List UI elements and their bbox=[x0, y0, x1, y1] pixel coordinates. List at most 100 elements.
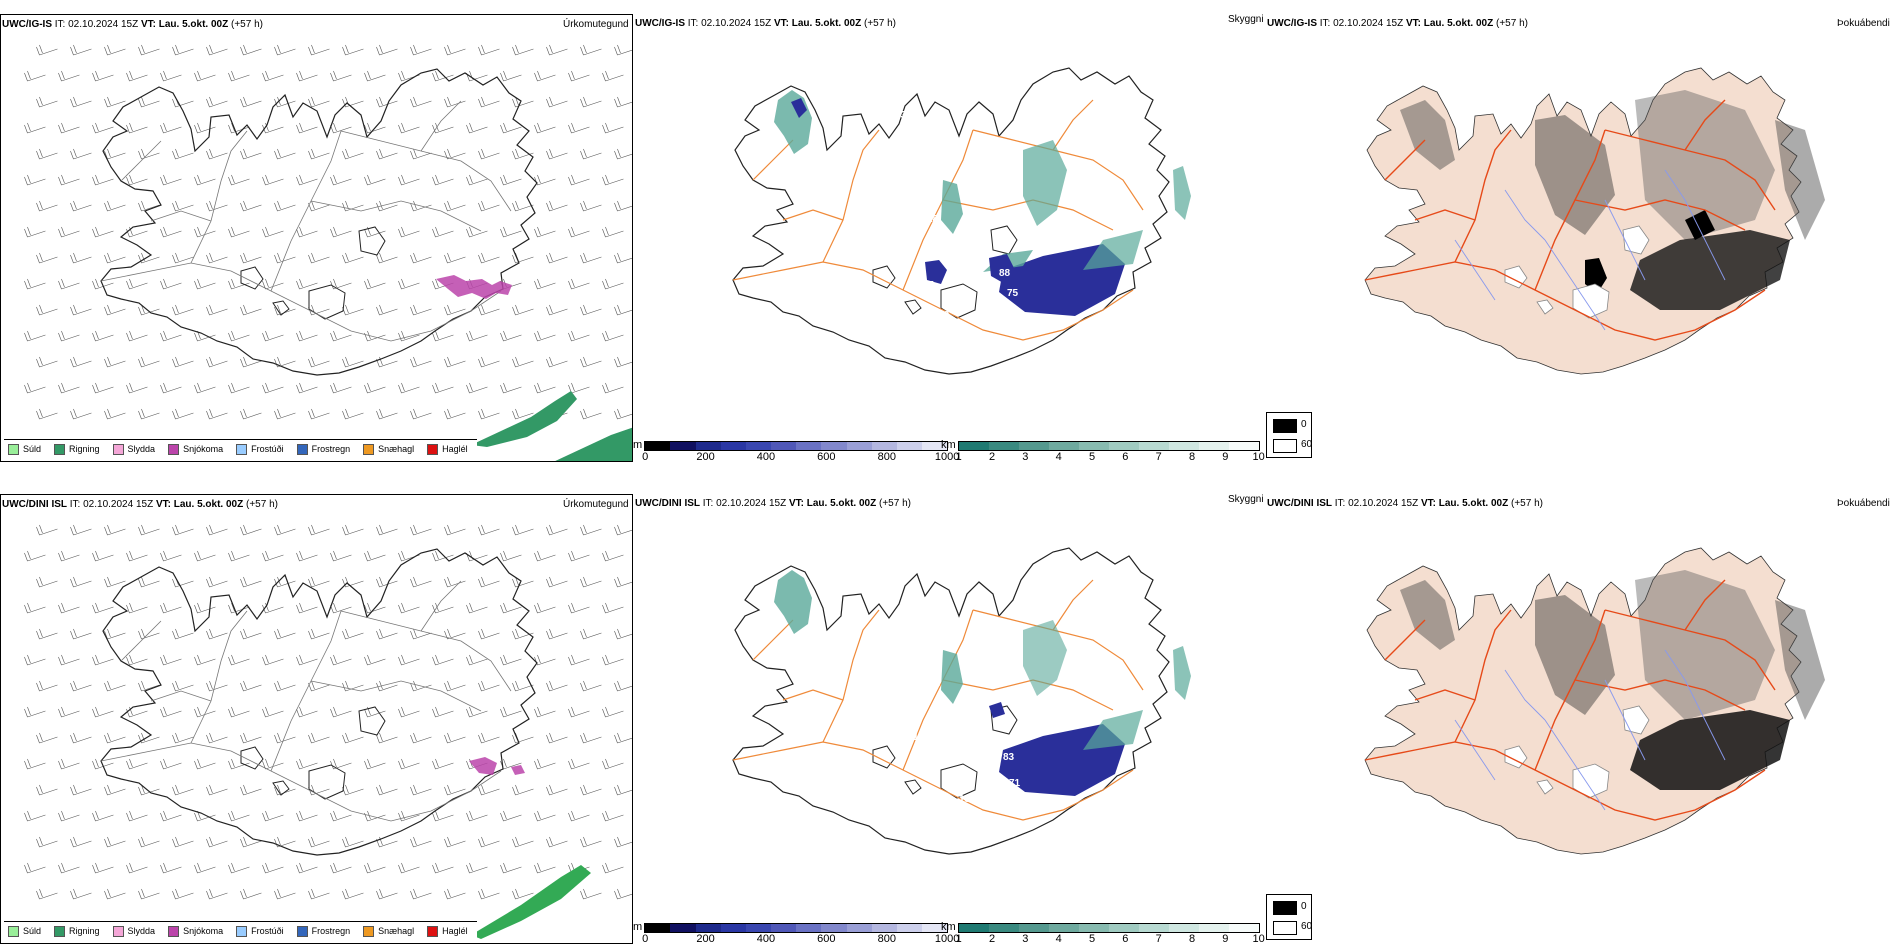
wind-barb-icon bbox=[398, 330, 420, 342]
colorbar-segment bbox=[988, 442, 1019, 450]
cloudbase-unit: m bbox=[633, 439, 643, 451]
wind-barb-icon bbox=[92, 330, 114, 342]
colorbar-tick-label: 9 bbox=[1222, 451, 1229, 462]
wind-barb-icon bbox=[206, 680, 228, 692]
wind-barb-icon bbox=[546, 304, 568, 316]
wind-barb-field bbox=[24, 524, 632, 900]
cloudbase-value-label: 126 bbox=[965, 808, 982, 819]
precip-legend-item: Frostregn bbox=[293, 925, 351, 937]
wind-barb-icon bbox=[70, 356, 92, 368]
wind-barb-icon bbox=[398, 122, 420, 134]
wind-barb-icon bbox=[138, 888, 160, 900]
wind-barb-icon bbox=[410, 148, 432, 160]
wind-barb-icon bbox=[364, 654, 386, 666]
cloudbase-value-label: 16 bbox=[923, 194, 935, 205]
wind-barb-icon bbox=[24, 330, 46, 342]
wind-barb-icon bbox=[296, 226, 318, 238]
colorbar-segment bbox=[1138, 442, 1169, 450]
colorbar-segment bbox=[695, 442, 721, 450]
colorbar-tick-label: 200 bbox=[696, 933, 715, 944]
wind-barb-icon bbox=[172, 732, 194, 744]
visibility-panel-title: Skyggni bbox=[1228, 494, 1264, 505]
wind-barb-icon bbox=[580, 200, 602, 212]
wind-barb-icon bbox=[534, 330, 556, 342]
wind-barb-icon bbox=[126, 654, 148, 666]
wind-barb-icon bbox=[36, 44, 58, 56]
colorbar-segment bbox=[922, 924, 948, 932]
colorbar-tick-label: 200 bbox=[696, 451, 715, 462]
wind-barb-icon bbox=[602, 70, 624, 82]
wind-barb-icon bbox=[172, 200, 194, 212]
wind-barb-icon bbox=[330, 810, 352, 822]
wind-barb-icon bbox=[534, 226, 556, 238]
wind-barb-icon bbox=[160, 654, 182, 666]
wind-barb-icon bbox=[160, 330, 182, 342]
wind-barb-icon bbox=[240, 836, 262, 848]
wind-barb-icon bbox=[92, 862, 114, 874]
wind-barb-icon bbox=[138, 628, 160, 640]
wind-barb-icon bbox=[398, 706, 420, 718]
wind-barb-icon bbox=[206, 524, 228, 536]
wind-barb-icon bbox=[500, 706, 522, 718]
wind-barb-icon bbox=[466, 382, 488, 394]
wind-barb-icon bbox=[262, 862, 284, 874]
wind-barb-icon bbox=[602, 602, 624, 614]
legend-swatch bbox=[236, 925, 248, 937]
wind-barb-icon bbox=[206, 252, 228, 264]
wind-barb-icon bbox=[172, 628, 194, 640]
colorbar-tick-label: 7 bbox=[1155, 451, 1162, 462]
wind-barb-icon bbox=[36, 784, 58, 796]
cloudbase-unit: m bbox=[633, 921, 643, 933]
wind-barb-icon bbox=[36, 408, 58, 420]
wind-barb-icon bbox=[228, 862, 250, 874]
wind-barb-icon bbox=[568, 602, 590, 614]
wind-barb-icon bbox=[138, 304, 160, 316]
wind-barb-icon bbox=[172, 524, 194, 536]
wind-barb-icon bbox=[614, 524, 632, 536]
legend-label: Frostregn bbox=[311, 926, 351, 936]
wind-barb-icon bbox=[432, 226, 454, 238]
wind-barb-icon bbox=[36, 356, 58, 368]
wind-barb-icon bbox=[296, 654, 318, 666]
wind-barb-icon bbox=[376, 732, 398, 744]
colorbar-segment bbox=[1048, 924, 1079, 932]
wind-barb-icon bbox=[466, 330, 488, 342]
fog-panel-title: Þokuábendi bbox=[1837, 18, 1890, 29]
colorbar-segment bbox=[645, 442, 671, 450]
wind-barb-icon bbox=[444, 408, 466, 420]
wind-barb-icon bbox=[410, 732, 432, 744]
wind-barb-icon bbox=[342, 356, 364, 368]
wind-barb-icon bbox=[580, 252, 602, 264]
wind-barb-icon bbox=[376, 576, 398, 588]
wind-barb-icon bbox=[342, 524, 364, 536]
wind-barb-icon bbox=[330, 550, 352, 562]
panel-header: UWC/DINI ISL IT: 02.10.2024 15Z VT: Lau.… bbox=[635, 498, 911, 509]
wind-barb-icon bbox=[398, 278, 420, 290]
wind-barb-icon bbox=[36, 304, 58, 316]
wind-barb-icon bbox=[342, 628, 364, 640]
wind-barb-icon bbox=[580, 888, 602, 900]
wind-barb-icon bbox=[500, 122, 522, 134]
wind-barb-icon bbox=[466, 122, 488, 134]
precip-legend-item: Súld bbox=[4, 443, 41, 455]
fog-map bbox=[1364, 67, 1825, 375]
wind-barb-icon bbox=[534, 550, 556, 562]
wind-barb-icon bbox=[342, 252, 364, 264]
wind-barb-icon bbox=[568, 70, 590, 82]
wind-barb-icon bbox=[104, 408, 126, 420]
wind-barb-icon bbox=[580, 732, 602, 744]
wind-barb-icon bbox=[614, 888, 632, 900]
wind-barb-icon bbox=[342, 732, 364, 744]
wind-barb-icon bbox=[274, 524, 296, 536]
wind-barb-icon bbox=[342, 784, 364, 796]
wind-barb-icon bbox=[376, 524, 398, 536]
wind-barb-icon bbox=[160, 174, 182, 186]
wind-barb-icon bbox=[342, 304, 364, 316]
colorbar-tick-label: 5 bbox=[1088, 933, 1096, 944]
wind-barb-icon bbox=[602, 278, 624, 290]
wind-barb-icon bbox=[512, 524, 534, 536]
wind-barb-icon bbox=[580, 524, 602, 536]
wind-barb-icon bbox=[568, 810, 590, 822]
wind-barb-icon bbox=[602, 226, 624, 238]
wind-barb-icon bbox=[126, 810, 148, 822]
